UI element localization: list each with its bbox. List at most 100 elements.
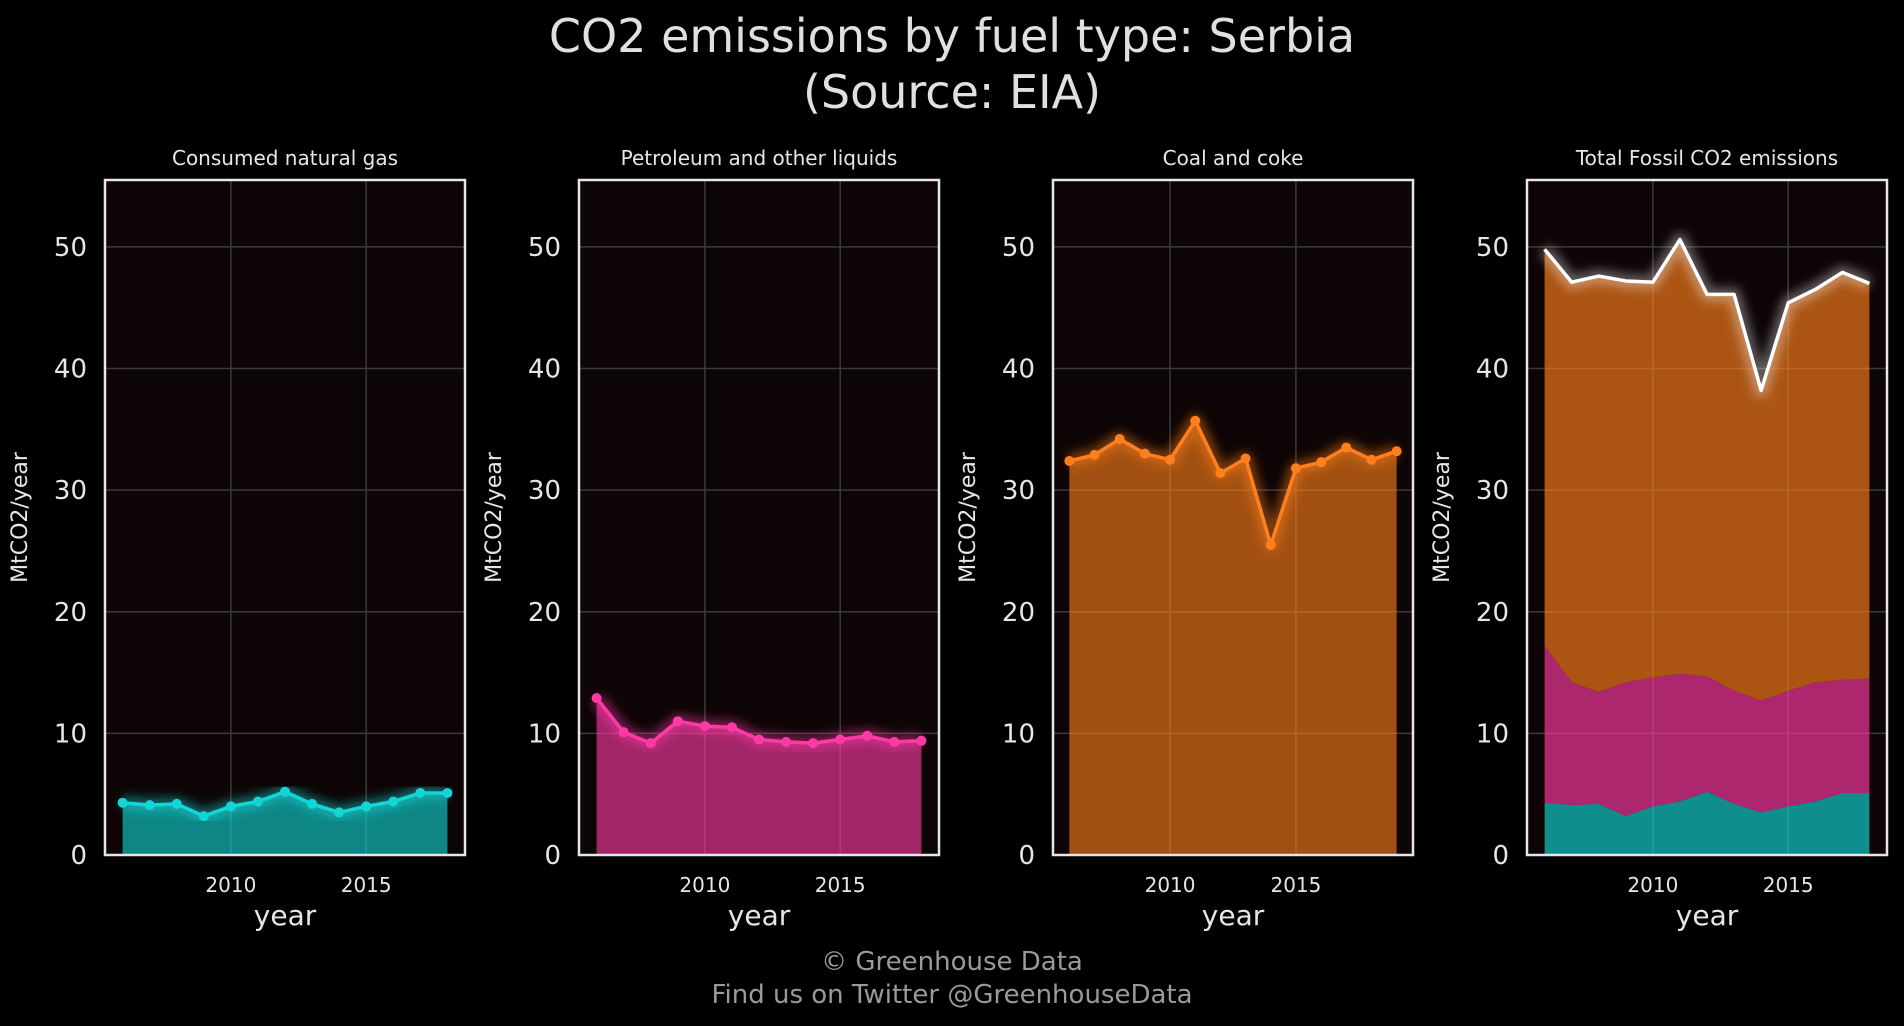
y-axis-label: MtCO2/year [1430,451,1455,583]
data-point [307,798,318,809]
y-axis-label: MtCO2/year [8,451,33,583]
data-point [672,716,683,727]
y-tick-label: 30 [1002,476,1035,506]
data-point [618,727,629,738]
x-axis-label: year [1676,899,1739,932]
plot-frame [1525,178,1889,857]
data-point [645,738,656,749]
y-tick-label: 50 [1002,233,1035,263]
data-point [1316,457,1327,468]
y-tick-label: 0 [70,841,87,871]
data-point [699,721,710,732]
y-tick-label: 40 [1476,355,1509,385]
data-point [361,801,372,812]
x-tick-label: 2010 [205,873,256,897]
subplot-1: 0 10 20 30 40 50 2010 2015 Consumed natural gas y… [8,146,467,932]
data-point [808,738,819,749]
data-point [889,736,900,747]
data-point [1114,434,1125,445]
y-tick-label: 10 [1476,719,1509,749]
stacked-area-1 [1544,791,1870,855]
y-tick-label: 0 [1018,841,1035,871]
plot-area [105,180,465,855]
subplot-2: 0 10 20 30 40 50 2010 2015 Petroleum and other l… [482,146,941,932]
x-tick-label: 2010 [679,873,730,897]
subplot-title: Coal and coke [1163,146,1304,170]
subplot-title: Petroleum and other liquids [621,146,898,170]
y-tick-label: 20 [528,598,561,628]
data-point [280,786,290,797]
data-point [591,693,602,704]
data-point [1240,453,1251,464]
data-point [1341,442,1352,453]
data-point [1190,415,1201,426]
y-tick-label: 10 [54,719,87,749]
data-point [1165,454,1176,465]
subplot-3: 0 10 20 30 40 50 2010 2015 Coal and coke year MtCO… [956,146,1415,932]
data-point [1391,446,1402,457]
plot-frame [103,178,467,857]
x-axis-label: year [1202,899,1265,932]
data-point [334,807,345,818]
y-tick-label: 40 [1002,355,1035,385]
data-point [1265,539,1276,550]
y-tick-label: 30 [528,476,561,506]
x-tick-label: 2015 [1763,873,1814,897]
y-tick-label: 50 [54,233,87,263]
area-fill [596,698,922,855]
data-point [171,798,182,809]
x-tick-label: 2015 [815,873,866,897]
data-point [1290,463,1301,474]
y-tick-label: 50 [528,233,561,263]
data-point [835,734,846,745]
data-point [388,796,399,807]
stacked-area-3 [1544,239,1870,701]
data-point [1064,455,1075,466]
data-point [198,811,209,822]
data-point [781,736,792,747]
y-tick-label: 0 [1492,841,1509,871]
data-point [144,800,155,811]
stacked-area-2 [1544,645,1870,817]
credit-line2: Find us on Twitter @GreenhouseData [711,980,1192,1010]
y-tick-label: 20 [1476,598,1509,628]
x-axis-label: year [254,899,317,932]
x-axis-label: year [728,899,791,932]
y-tick-label: 40 [54,355,87,385]
data-point [442,787,453,798]
x-tick-label: 2015 [341,873,392,897]
data-point [754,734,764,745]
series-group [1539,232,1873,855]
y-tick-label: 0 [544,841,561,871]
total-line [1543,237,1871,393]
y-tick-label: 40 [528,355,561,385]
data-point [1366,454,1377,465]
data-point [252,796,263,807]
y-tick-label: 10 [528,719,561,749]
data-point [726,722,737,733]
y-axis-label: MtCO2/year [482,451,507,583]
y-tick-label: 30 [1476,476,1509,506]
y-tick-label: 20 [54,598,87,628]
subplot-4: 0 10 20 30 40 50 2010 2015 Total Fossil CO2 emis… [1430,146,1889,932]
subplot-title: Total Fossil CO2 emissions [1575,146,1838,170]
x-tick-label: 2010 [1145,873,1196,897]
y-axis-label: MtCO2/year [956,451,981,583]
data-point [862,730,873,741]
area-fill [1069,420,1397,855]
plot-frame [577,178,941,857]
chart-title-line2: (Source: EIA) [803,65,1101,119]
data-point [916,735,927,746]
credit-line1: © Greenhouse Data [821,947,1083,977]
y-tick-label: 30 [54,476,87,506]
data-point [117,797,128,808]
subplot-title: Consumed natural gas [172,146,398,170]
plot-frame [1051,178,1415,857]
data-point [1139,448,1150,459]
y-tick-label: 20 [1002,598,1035,628]
data-point [415,787,426,798]
x-tick-label: 2015 [1270,873,1321,897]
data-point [1089,449,1100,460]
